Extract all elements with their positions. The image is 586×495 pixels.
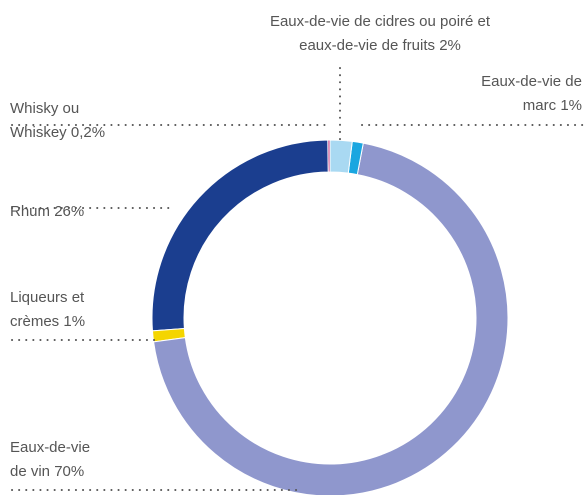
slice-label: Eaux-de-vie de cidres ou poiré et eaux-d… bbox=[262, 10, 498, 58]
value-label: 1% bbox=[560, 97, 582, 114]
value-label: 26% bbox=[54, 203, 85, 220]
category: Liqueurs et crèmes bbox=[10, 289, 85, 330]
slice-label: Eaux-de-vie de marc 1% bbox=[480, 70, 582, 118]
value-label: 0,2% bbox=[70, 124, 106, 141]
value-label: 2% bbox=[439, 37, 461, 54]
leader-lines bbox=[11, 67, 585, 491]
category: Rhum bbox=[10, 203, 51, 220]
slice-label: Eaux-de-vie de vin 70% bbox=[10, 436, 102, 484]
category: Whisky ou Whiskey bbox=[10, 100, 80, 141]
value-label: 70% bbox=[54, 463, 85, 480]
donut-slice bbox=[329, 139, 353, 174]
donut-slice bbox=[347, 140, 364, 176]
category: Eaux-de-vie de cidres ou poiré et eaux-d… bbox=[269, 13, 491, 54]
category: Eaux-de-vie de vin bbox=[10, 439, 91, 480]
slice-label: Rhum 26% bbox=[10, 200, 160, 224]
slice-label: Liqueurs et crèmes 1% bbox=[10, 286, 110, 334]
value-label: 1% bbox=[63, 313, 86, 330]
slice-label: Whisky ou Whiskey 0,2% bbox=[10, 97, 122, 145]
donut-slice bbox=[151, 139, 329, 332]
donut-slice bbox=[153, 142, 509, 495]
category: Eaux-de-vie de marc bbox=[481, 73, 582, 114]
